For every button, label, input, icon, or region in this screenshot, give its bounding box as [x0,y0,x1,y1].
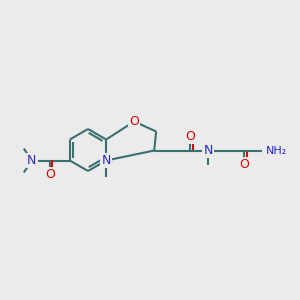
Text: O: O [45,168,55,181]
Text: N: N [101,154,111,167]
Text: N: N [203,144,213,157]
Text: O: O [239,158,249,171]
Text: NH₂: NH₂ [266,146,287,155]
Text: O: O [129,115,139,128]
Text: O: O [185,130,195,143]
Text: N: N [27,154,37,167]
